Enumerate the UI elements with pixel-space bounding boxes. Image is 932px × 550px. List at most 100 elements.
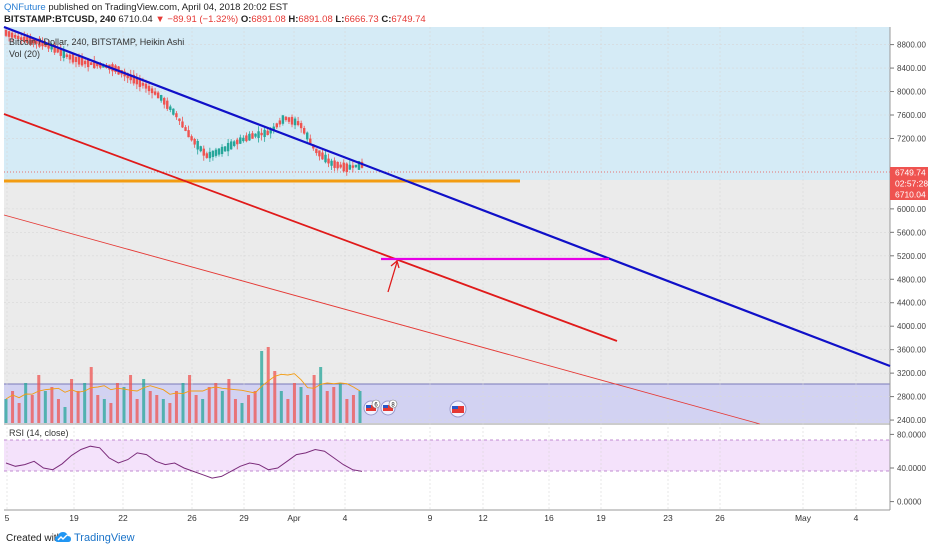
price-axis[interactable]: 8800.00 8400.00 8000.00 7600.00 7200.00 6000.… — [890, 41, 926, 425]
candle-body — [56, 48, 59, 53]
candle-body — [159, 95, 163, 101]
candle-body — [190, 136, 193, 141]
candle-body — [233, 141, 236, 146]
close-label: C: — [381, 14, 392, 25]
candle-body — [132, 74, 135, 84]
volume-bar — [50, 387, 54, 423]
candle-body — [32, 38, 35, 44]
volume-bar — [17, 403, 21, 423]
candle-body — [141, 82, 145, 86]
volume-bar — [168, 403, 172, 423]
candle-body — [269, 128, 272, 134]
event-marker[interactable] — [449, 400, 467, 418]
candle-body — [47, 43, 50, 49]
event-marker[interactable]: 8 — [380, 399, 398, 416]
candle-body — [354, 164, 358, 168]
candle-body — [135, 77, 139, 85]
volume-bar — [299, 387, 303, 423]
grid — [4, 27, 890, 510]
author-link[interactable]: QNFuture — [4, 2, 46, 13]
candle-body — [248, 133, 251, 141]
candle-body — [178, 118, 181, 122]
candle-body — [35, 39, 38, 44]
rsi-tick-label: 80.0000 — [897, 430, 926, 439]
candle-body — [226, 142, 230, 152]
candle-body — [278, 120, 282, 125]
candle-body — [4, 29, 8, 36]
candle-body — [284, 116, 288, 121]
open-value: 6891.08 — [251, 14, 286, 25]
countdown-badge — [890, 178, 928, 189]
volume-bar — [286, 399, 290, 423]
volume-bar — [129, 375, 133, 423]
volume-bar — [233, 399, 237, 423]
volume-bar — [351, 395, 355, 423]
candle-body — [272, 126, 275, 130]
candle-body — [99, 63, 102, 68]
candle-body — [293, 118, 297, 126]
candle-body — [236, 139, 239, 145]
volume-bar — [260, 351, 264, 423]
volume-bar — [148, 391, 152, 423]
candle-body — [193, 139, 196, 145]
volume-legend: Vol (20) — [9, 49, 40, 59]
volume-bar — [227, 379, 231, 423]
close-price-badge-text: 6749.74 — [895, 168, 926, 178]
candle-body — [166, 100, 169, 109]
candle-body — [263, 129, 266, 138]
candle-body — [321, 152, 324, 160]
volume-bar — [240, 403, 244, 423]
candle-body — [126, 73, 129, 79]
volume-bar — [43, 391, 47, 423]
volume-bar — [338, 383, 342, 423]
candle-body — [50, 45, 53, 50]
volume-bar — [312, 375, 316, 423]
candle-body — [196, 141, 199, 150]
candle-body — [7, 31, 11, 37]
candle-body — [260, 132, 263, 136]
time-axis[interactable]: 5 19 22 26 29 Apr 4 9 12 16 19 23 26 May 4 — [5, 513, 859, 523]
volume-bar — [181, 383, 185, 423]
tradingview-brand-link[interactable]: TradingView — [74, 532, 135, 544]
volume-bar — [83, 383, 87, 423]
volume-bar — [279, 391, 283, 423]
rsi-tick-label: 0.0000 — [897, 498, 922, 507]
volume-bar — [115, 383, 119, 423]
volume-bar — [319, 367, 323, 423]
candle-body — [299, 123, 303, 129]
candle-body — [306, 132, 309, 140]
price-tick-label: 6000.00 — [897, 205, 926, 214]
volume-bar — [11, 391, 15, 423]
candle-body — [254, 133, 257, 137]
candle-body — [53, 44, 56, 53]
candle-body — [20, 37, 23, 40]
last-price-badge-text: 6710.04 — [895, 190, 926, 200]
time-tick-label: 4 — [343, 513, 348, 523]
time-tick-label: 4 — [854, 513, 859, 523]
volume-bar — [109, 403, 113, 423]
candle-body — [315, 148, 318, 154]
chart-canvas[interactable]: 6 8 Bitcoin / Dollar, 240, BITSTAMP, Hei… — [0, 26, 932, 526]
time-tick-label: 5 — [5, 513, 10, 523]
candle-body — [38, 38, 41, 47]
candle-body — [345, 163, 348, 172]
event-marker-count: 8 — [391, 403, 395, 409]
candle-body — [144, 83, 148, 89]
volume-bar — [188, 375, 192, 423]
event-marker[interactable]: 6 — [363, 399, 381, 416]
arrow-head — [390, 259, 400, 269]
volume-bar — [358, 391, 362, 423]
candle-body — [187, 130, 190, 138]
thin-red-trendline[interactable] — [3, 214, 761, 425]
candle-body — [336, 161, 339, 169]
red-trendline[interactable] — [3, 113, 618, 342]
volume-ma-line — [5, 373, 361, 400]
candle-body — [169, 106, 172, 110]
candle-body — [302, 128, 306, 134]
rsi-line — [5, 445, 363, 479]
volume-bar — [207, 387, 211, 423]
time-tick-label: 12 — [478, 513, 488, 523]
price-tick-label: 5200.00 — [897, 252, 926, 261]
candle-body — [26, 36, 29, 43]
blue-trendline[interactable] — [3, 26, 891, 368]
